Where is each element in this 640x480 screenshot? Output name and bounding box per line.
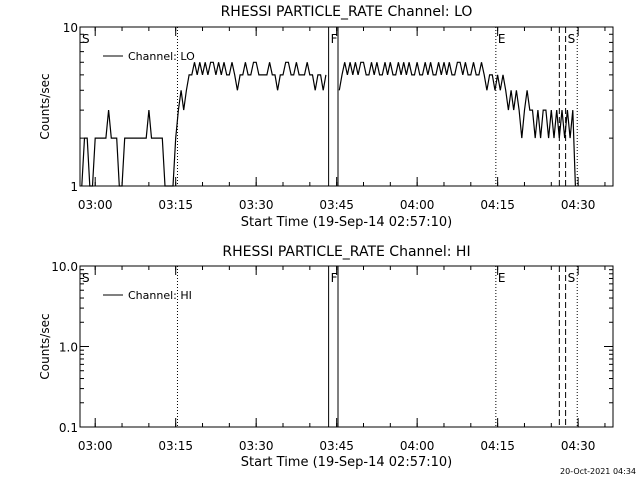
x-tick-label: 03:30 xyxy=(239,198,274,212)
legend-label: Channel: LO xyxy=(128,50,195,63)
x-tick-label: 03:45 xyxy=(319,439,354,453)
y-tick-label: 0.1 xyxy=(59,421,78,435)
x-tick-label: 04:15 xyxy=(480,439,515,453)
chart-title: RHESSI PARTICLE_RATE Channel: LO xyxy=(221,4,473,20)
event-marker-label: E xyxy=(498,32,506,46)
x-tick-label: 03:00 xyxy=(78,198,113,212)
event-marker-label: S xyxy=(82,271,90,285)
series-line xyxy=(81,61,327,187)
x-tick-label: 04:00 xyxy=(400,439,435,453)
y-axis-label: Counts/sec xyxy=(38,73,52,139)
y-tick-label: 10 xyxy=(63,21,78,35)
x-tick-label: 04:00 xyxy=(400,198,435,212)
event-marker-label: E xyxy=(498,271,506,285)
x-tick-label: 04:15 xyxy=(480,198,515,212)
event-marker-label: F xyxy=(331,32,338,46)
x-tick-label: 04:30 xyxy=(561,198,596,212)
x-axis-label: Start Time (19-Sep-14 02:57:10) xyxy=(241,215,452,230)
x-tick-label: 03:45 xyxy=(319,198,354,212)
y-tick-label: 10.0 xyxy=(51,260,78,274)
y-axis-label: Counts/sec xyxy=(38,313,52,379)
event-marker-label: S xyxy=(568,271,576,285)
chart-title: RHESSI PARTICLE_RATE Channel: HI xyxy=(222,244,470,260)
plot-frame xyxy=(79,26,614,187)
legend-label: Channel: HI xyxy=(128,289,192,302)
x-axis-label: Start Time (19-Sep-14 02:57:10) xyxy=(241,455,452,470)
y-tick-label: 1 xyxy=(70,180,78,194)
event-marker-label: S xyxy=(568,32,576,46)
plot-timestamp: 20-Oct-2021 04:34 xyxy=(560,467,636,476)
x-tick-label: 03:15 xyxy=(158,198,193,212)
x-tick-label: 03:00 xyxy=(78,439,113,453)
x-tick-label: 03:30 xyxy=(239,439,274,453)
y-tick-label: 1.0 xyxy=(59,341,78,355)
event-marker-label: S xyxy=(82,32,90,46)
x-tick-label: 03:15 xyxy=(158,439,193,453)
x-tick-label: 04:30 xyxy=(561,439,596,453)
event-marker-label: F xyxy=(331,271,338,285)
series-line xyxy=(338,61,576,187)
